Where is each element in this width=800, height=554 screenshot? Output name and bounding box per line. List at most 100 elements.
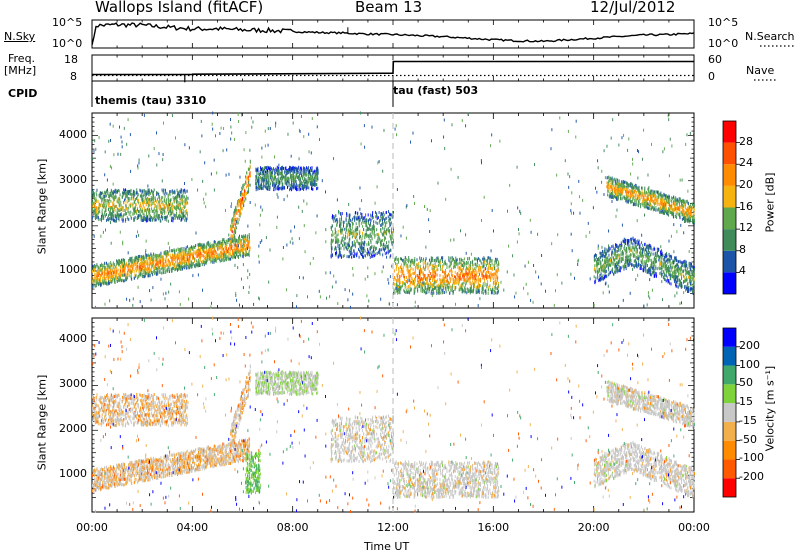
power-cell	[106, 218, 108, 222]
power-cell	[195, 244, 197, 247]
power-cell	[132, 189, 134, 193]
power-cell	[275, 187, 277, 191]
power-cell	[104, 272, 106, 276]
power-cell	[206, 260, 207, 264]
power-cell	[232, 251, 233, 255]
power-cell	[97, 199, 99, 203]
power-cell	[112, 271, 114, 275]
power-cell	[249, 174, 251, 178]
power-cell	[175, 267, 177, 271]
power-cell	[436, 265, 438, 268]
power-cell	[267, 186, 269, 190]
power-cell	[163, 262, 165, 266]
power-cell	[452, 274, 454, 278]
power-cell	[436, 278, 438, 282]
power-cell	[132, 206, 134, 210]
power-cell	[381, 248, 383, 252]
power-cell	[335, 240, 337, 244]
power-cell	[362, 250, 364, 254]
power-cell	[281, 187, 283, 191]
power-cell	[243, 247, 245, 251]
power-cell	[99, 210, 101, 214]
power-cell	[173, 258, 175, 262]
power-cell	[223, 249, 225, 253]
power-cell	[169, 249, 171, 253]
power-cell	[147, 274, 149, 278]
power-cell	[152, 258, 154, 262]
power-cell	[493, 281, 494, 284]
power-cell	[366, 251, 368, 255]
power-cell	[167, 203, 169, 207]
power-cell	[132, 202, 134, 206]
power-cell	[112, 192, 114, 196]
power-cell	[270, 182, 271, 186]
power-cell	[121, 195, 123, 199]
power-cell	[186, 252, 188, 256]
power-cell	[99, 264, 101, 268]
power-cell	[262, 183, 264, 186]
power-cell	[244, 244, 246, 248]
power-cell	[369, 255, 371, 259]
power-cell	[382, 222, 384, 226]
power-cell	[213, 260, 215, 264]
power-cell	[151, 271, 153, 275]
power-cell	[347, 232, 349, 236]
power-cell	[113, 271, 115, 274]
power-cell	[174, 199, 176, 203]
power-cell	[185, 253, 187, 257]
power-cell	[297, 175, 299, 179]
power-cell	[297, 170, 299, 174]
power-cell	[112, 214, 114, 218]
power-cell	[130, 216, 132, 220]
power-cell	[116, 211, 118, 214]
power-cell	[126, 216, 128, 219]
power-cell	[151, 264, 153, 268]
power-cell	[214, 252, 216, 256]
power-cell	[242, 192, 244, 196]
power-cell	[132, 264, 134, 268]
power-cell	[241, 235, 243, 239]
power-cell	[296, 186, 298, 190]
power-cell	[112, 261, 114, 265]
power-cell	[341, 212, 343, 216]
power-cell	[156, 254, 158, 257]
power-cell	[288, 170, 290, 174]
power-cell	[187, 264, 189, 268]
power-cell	[97, 215, 99, 219]
power-cell	[181, 248, 183, 252]
power-cell	[193, 245, 195, 249]
power-cell	[373, 250, 375, 254]
power-cell	[177, 216, 179, 220]
power-cell	[109, 195, 111, 199]
power-cell	[312, 187, 314, 191]
power-cell	[120, 277, 121, 281]
power-cell	[341, 215, 342, 219]
power-cell	[191, 251, 193, 255]
power-cell	[148, 203, 150, 207]
power-cell	[345, 231, 347, 235]
power-cell	[181, 254, 183, 258]
power-cell	[117, 262, 119, 266]
power-cell	[112, 278, 113, 282]
power-cell	[169, 270, 171, 273]
power-cell	[194, 245, 196, 249]
power-cell	[110, 261, 112, 264]
power-cell	[112, 204, 114, 208]
power-cell	[185, 197, 186, 201]
power-cell	[231, 244, 233, 248]
power-cell	[197, 254, 198, 258]
power-cell	[377, 232, 379, 236]
power-cell	[138, 270, 140, 274]
power-cell	[121, 258, 123, 262]
power-cell	[221, 257, 223, 261]
power-cell	[273, 167, 275, 171]
power-cell	[162, 190, 164, 194]
power-cell	[101, 208, 103, 212]
power-cell	[103, 216, 105, 220]
power-cell	[173, 213, 175, 217]
power-cell	[210, 253, 212, 257]
power-cell	[122, 268, 124, 272]
power-cell	[150, 201, 152, 205]
power-cell	[202, 249, 204, 253]
power-cell	[228, 247, 230, 251]
